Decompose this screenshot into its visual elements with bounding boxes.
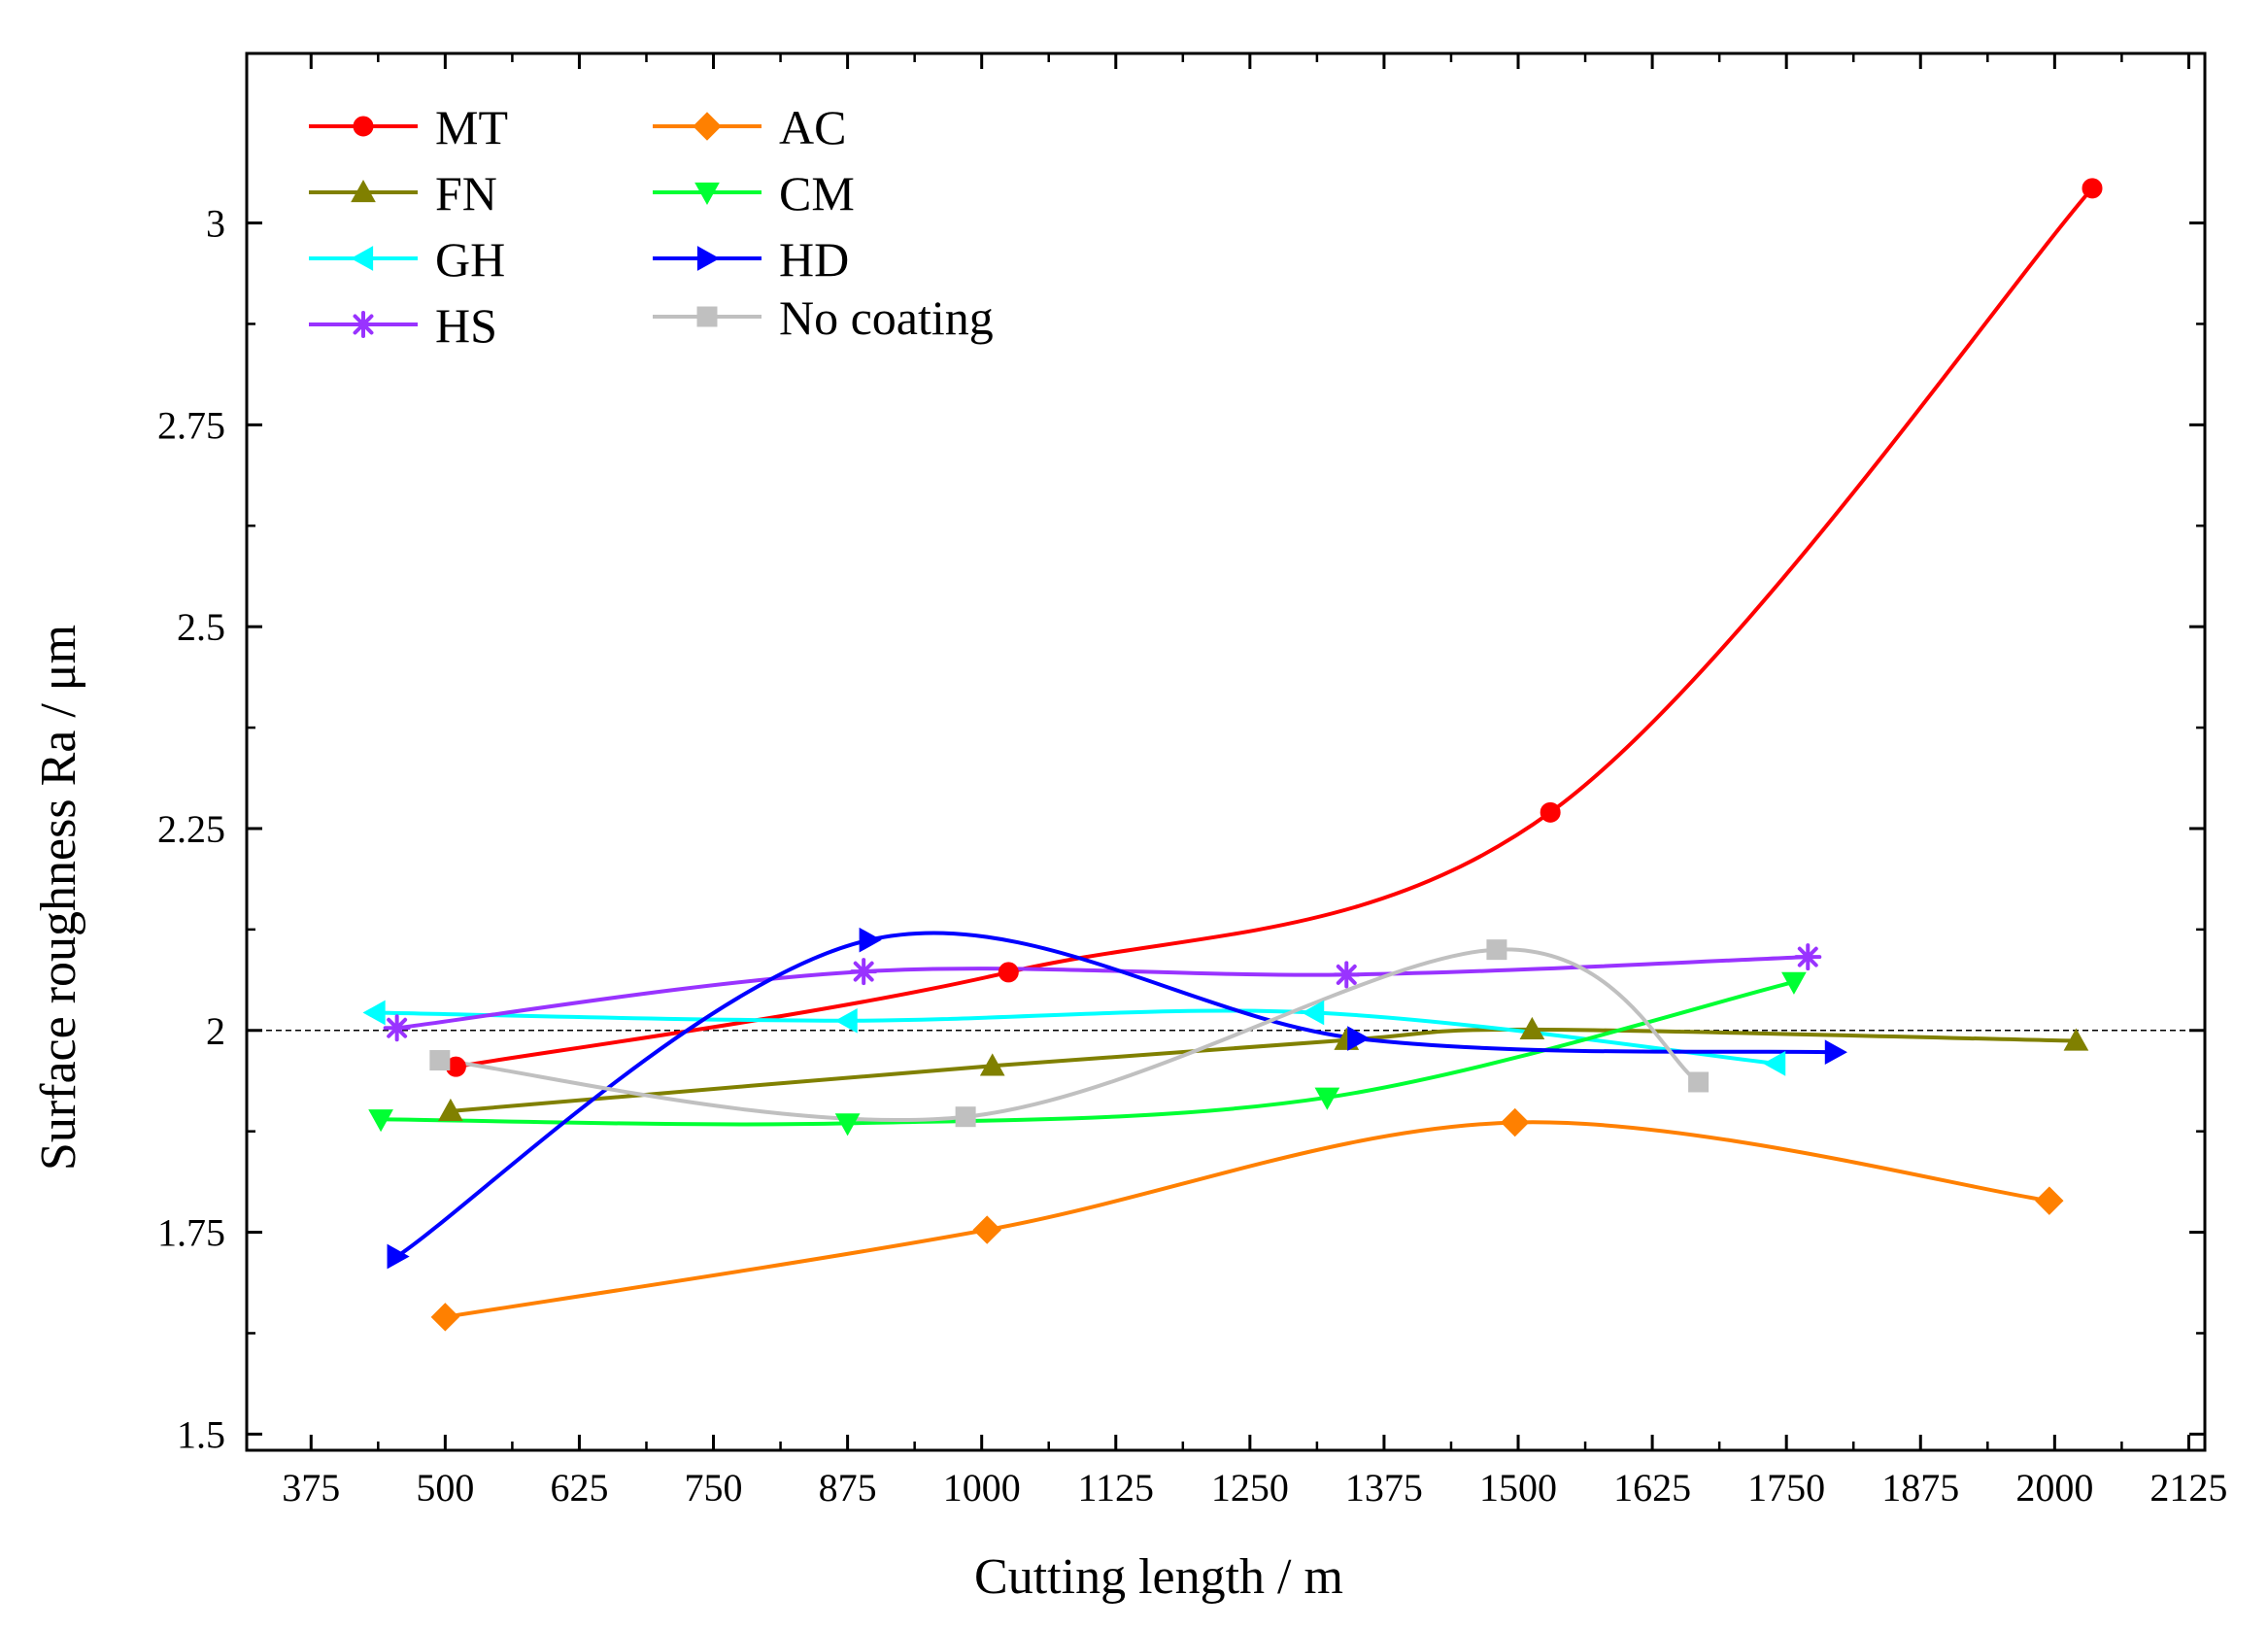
legend-label-hd: HD <box>779 232 849 287</box>
data-point-hd <box>859 927 882 953</box>
data-point-hd <box>387 1243 410 1270</box>
x-tick-label: 625 <box>550 1466 608 1510</box>
series-lines <box>375 187 2094 1319</box>
data-point-hs <box>1794 943 1822 971</box>
legend-item-cm: CM <box>653 166 855 221</box>
x-tick-label: 1750 <box>1747 1466 1825 1510</box>
asterisk-stroke <box>853 961 874 982</box>
x-axis-title: Cutting length / m <box>974 1549 1343 1605</box>
data-point-gh <box>834 1007 858 1034</box>
legend-marker-cm <box>694 182 720 206</box>
series-line-gh <box>375 1008 1777 1066</box>
data-point-fn <box>979 1053 1005 1076</box>
x-tick-label: 1125 <box>1078 1466 1155 1510</box>
series-line-cm <box>381 979 1795 1127</box>
data-point-mt <box>1540 801 1561 823</box>
data-point-mt <box>998 962 1019 983</box>
legend-marker-hd <box>696 246 721 271</box>
legend-marker-no-coating <box>696 306 718 327</box>
x-tick-label: 375 <box>282 1466 340 1510</box>
data-point-mt <box>2082 178 2103 199</box>
asterisk-stroke <box>387 1017 408 1038</box>
y-tick-label: 2.5 <box>177 605 225 649</box>
data-point-hs <box>850 958 878 986</box>
asterisk-stroke <box>1336 964 1357 985</box>
x-tick-label: 2125 <box>2150 1466 2227 1510</box>
y-tick-label: 2 <box>206 1009 225 1053</box>
data-point-no-coating <box>955 1106 976 1128</box>
x-tick-label: 2000 <box>2015 1466 2093 1510</box>
legend-label-hs: HS <box>435 298 497 353</box>
x-tick-label: 750 <box>685 1466 743 1510</box>
data-point-hs <box>1333 961 1361 989</box>
y-axis-title: Surface roughness Ra / μm <box>31 625 86 1171</box>
legend-marker-mt <box>353 116 374 137</box>
data-point-ac <box>430 1303 460 1332</box>
y-tick-label: 1.75 <box>157 1211 225 1255</box>
y-tick-label: 3 <box>206 202 225 246</box>
legend-marker-fn <box>351 179 376 203</box>
data-point-cm <box>368 1109 393 1133</box>
legend-label-cm: CM <box>779 166 855 221</box>
legend-item-mt: MT <box>309 100 508 154</box>
asterisk-stroke <box>353 314 374 335</box>
data-point-fn <box>438 1098 463 1121</box>
y-axis: 1.5 1.75 2 2.25 2.5 2.75 3 <box>157 202 2205 1456</box>
series-markers <box>362 178 2103 1332</box>
data-point-fn <box>1519 1016 1545 1040</box>
legend-marker-gh <box>350 246 374 271</box>
asterisk-stroke <box>1797 946 1818 967</box>
data-point-no-coating <box>1688 1071 1709 1093</box>
series-line-hs <box>396 955 1809 1031</box>
data-point-gh <box>362 1000 386 1026</box>
data-point-gh <box>1302 1000 1325 1026</box>
legend-marker-hs <box>350 311 377 338</box>
legend-item-gh: GH <box>309 232 505 287</box>
data-point-hd <box>1824 1039 1847 1066</box>
x-tick-label: 1375 <box>1345 1466 1423 1510</box>
plot-frame <box>245 51 2207 1452</box>
legend-marker-ac <box>693 112 722 141</box>
data-point-cm <box>1314 1087 1340 1110</box>
data-point-hd <box>1347 1026 1371 1051</box>
x-axis: 375 500 625 750 875 1000 1125 1250 1375 1500 1625 1… <box>282 53 2227 1510</box>
data-point-cm <box>834 1113 861 1137</box>
series-line-mt <box>456 187 2094 1069</box>
legend-label-ac: AC <box>779 100 846 154</box>
data-point-gh <box>1763 1050 1786 1076</box>
data-point-ac <box>1500 1107 1530 1137</box>
series-line-ac <box>445 1120 2050 1319</box>
x-tick-label: 1000 <box>943 1466 1021 1510</box>
y-tick-label: 2.75 <box>157 403 225 447</box>
legend-item-hd: HD <box>653 232 849 287</box>
legend-label-no-coating: No coating <box>779 290 994 345</box>
data-point-cm <box>1781 971 1807 995</box>
legend-item-fn: FN <box>309 166 497 221</box>
series-line-no-coating <box>439 947 1700 1123</box>
data-point-ac <box>2035 1186 2064 1215</box>
x-tick-label: 875 <box>819 1466 877 1510</box>
data-point-ac <box>972 1215 1001 1244</box>
data-point-hs <box>383 1014 411 1042</box>
x-tick-label: 500 <box>416 1466 474 1510</box>
legend-label-gh: GH <box>435 232 505 287</box>
legend-item-hs: HS <box>309 298 497 353</box>
y-tick-label: 2.25 <box>157 807 225 851</box>
legend-item-no-coating: No coating <box>653 290 994 345</box>
series-line-hd <box>395 931 1835 1259</box>
y-tick-label: 1.5 <box>177 1412 225 1456</box>
x-tick-label: 1500 <box>1479 1466 1557 1510</box>
x-tick-label: 1875 <box>1881 1466 1959 1510</box>
x-tick-label: 1625 <box>1613 1466 1691 1510</box>
legend-label-fn: FN <box>435 166 497 221</box>
legend-label-mt: MT <box>435 100 508 154</box>
data-point-fn <box>2063 1028 2089 1051</box>
x-tick-label: 1250 <box>1211 1466 1289 1510</box>
legend-item-ac: AC <box>653 100 846 154</box>
series-line-fn <box>450 1027 2077 1113</box>
data-point-no-coating <box>429 1050 451 1071</box>
data-point-no-coating <box>1486 939 1507 961</box>
